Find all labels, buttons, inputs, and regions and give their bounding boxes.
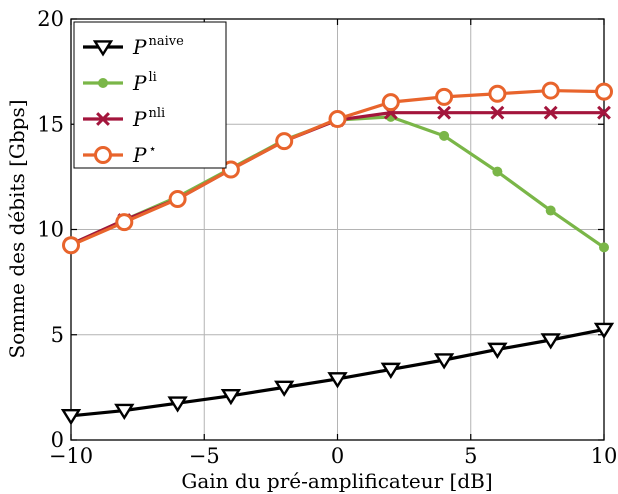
data-point	[435, 87, 454, 106]
legend-label-base: P	[132, 107, 147, 131]
data-point	[540, 333, 561, 350]
legend-label: P ⋆	[132, 142, 157, 167]
x-tick-label: −10	[49, 444, 93, 468]
data-point	[597, 105, 611, 120]
y-tick-label: 0	[51, 428, 64, 452]
data-point	[490, 105, 505, 120]
data-point	[492, 166, 503, 177]
data-point	[327, 372, 348, 389]
x-axis-title: Gain du pré-amplificateur [dB]	[181, 469, 492, 493]
legend-label-superscript: naive	[148, 34, 184, 49]
data-point	[595, 82, 613, 101]
data-point	[114, 403, 135, 420]
x-tick-label: 10	[591, 444, 618, 468]
legend-box	[73, 21, 227, 169]
legend-marker	[98, 78, 108, 88]
y-tick-label: 10	[37, 218, 64, 242]
series	[60, 81, 615, 426]
legend-marker	[96, 112, 110, 126]
data-point	[60, 408, 82, 426]
data-point	[221, 160, 240, 179]
y-tick-label: 20	[37, 7, 64, 31]
y-axis-title: Somme des débits [Gbps]	[5, 99, 29, 358]
y-tick-label: 15	[37, 112, 64, 136]
data-point	[168, 189, 187, 208]
data-point	[115, 213, 134, 232]
data-point	[275, 132, 294, 151]
data-point	[328, 109, 347, 128]
x-tick-label: 0	[331, 444, 344, 468]
data-point	[220, 388, 242, 406]
data-point	[487, 342, 508, 359]
y-tick-label: 5	[51, 323, 64, 347]
data-point	[381, 93, 400, 112]
axis-ticks: −10 −5 0 5 10 0 5 10 15 20	[37, 7, 617, 468]
x-tick-label: −5	[189, 444, 220, 468]
legend-label-superscript: li	[148, 70, 156, 85]
data-point	[593, 322, 615, 339]
legend-label-base: P	[132, 143, 147, 167]
data-point	[274, 380, 295, 397]
series-⋆	[62, 81, 613, 255]
legend-label-base: P	[132, 35, 147, 59]
legend-label-base: P	[132, 71, 147, 95]
data-point	[433, 353, 455, 370]
data-point	[62, 236, 80, 255]
data-point	[439, 130, 450, 141]
data-point	[488, 84, 507, 103]
legend-label-superscript: ⋆	[148, 142, 156, 157]
legend-label-superscript: nli	[148, 106, 165, 121]
data-point	[541, 81, 560, 100]
data-point	[543, 105, 558, 120]
legend-entry: P ⋆	[83, 142, 157, 167]
legend-marker	[94, 146, 112, 164]
data-point	[380, 362, 401, 379]
x-tick-label: 5	[464, 444, 477, 468]
legend-marker	[92, 40, 114, 57]
series-naive	[60, 322, 615, 426]
data-point	[167, 396, 188, 413]
data-point	[437, 105, 452, 120]
data-point	[599, 242, 609, 253]
data-point	[545, 205, 556, 216]
